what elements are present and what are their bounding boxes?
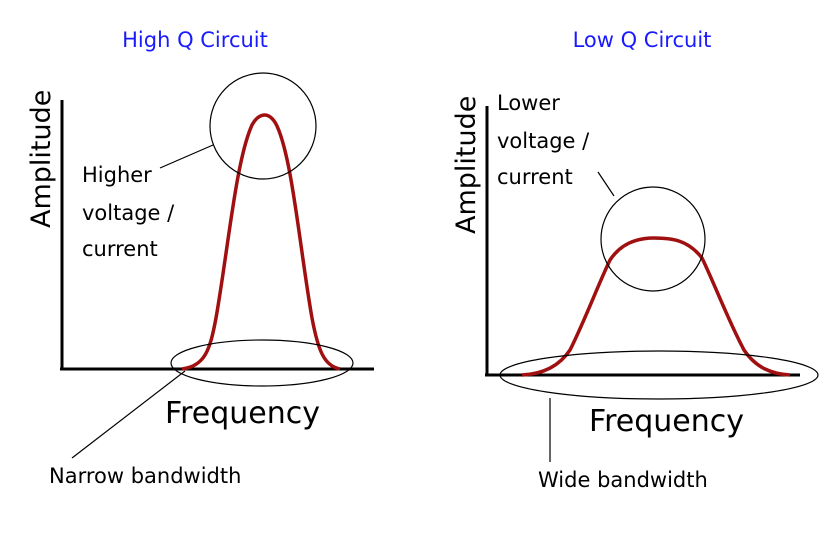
high-q-bandwidth-label: Narrow bandwidth: [49, 464, 241, 488]
low-q-peak-label-line-2: voltage /: [497, 129, 590, 153]
high-q-peak-label-line-1: Higher: [82, 163, 152, 187]
low-q-bandwidth-label: Wide bandwidth: [538, 468, 708, 492]
high-q-frequency-label: Frequency: [165, 396, 320, 431]
low-q-response-curve: [521, 236, 791, 377]
high-q-bandwidth-ellipse: [170, 339, 354, 387]
low-q-bandwidth-ellipse: [499, 350, 819, 400]
low-q-frequency-label: Frequency: [589, 404, 744, 439]
high-q-amplitude-label: Amplitude: [26, 90, 57, 228]
low-q-amplitude-label: Amplitude: [451, 96, 482, 234]
high-q-peak-pointer: [159, 144, 214, 169]
low-q-panel: Low Q Circuit Amplitude Frequency Lower …: [451, 28, 819, 492]
high-q-panel: High Q Circuit Amplitude Frequency Highe…: [26, 28, 374, 488]
low-q-peak-circle: [600, 186, 706, 292]
low-q-peak-label-line-1: Lower: [497, 91, 560, 115]
high-q-response-curve: [181, 113, 341, 371]
low-q-title: Low Q Circuit: [573, 28, 712, 52]
high-q-peak-label-line-3: current: [82, 237, 158, 261]
high-q-peak-circle: [209, 72, 317, 180]
low-q-peak-label-line-3: current: [497, 165, 573, 189]
high-q-peak-label-line-2: voltage /: [82, 201, 175, 225]
high-q-bandwidth-pointer: [71, 370, 186, 459]
low-q-peak-pointer: [597, 171, 615, 197]
high-q-title: High Q Circuit: [122, 28, 268, 52]
